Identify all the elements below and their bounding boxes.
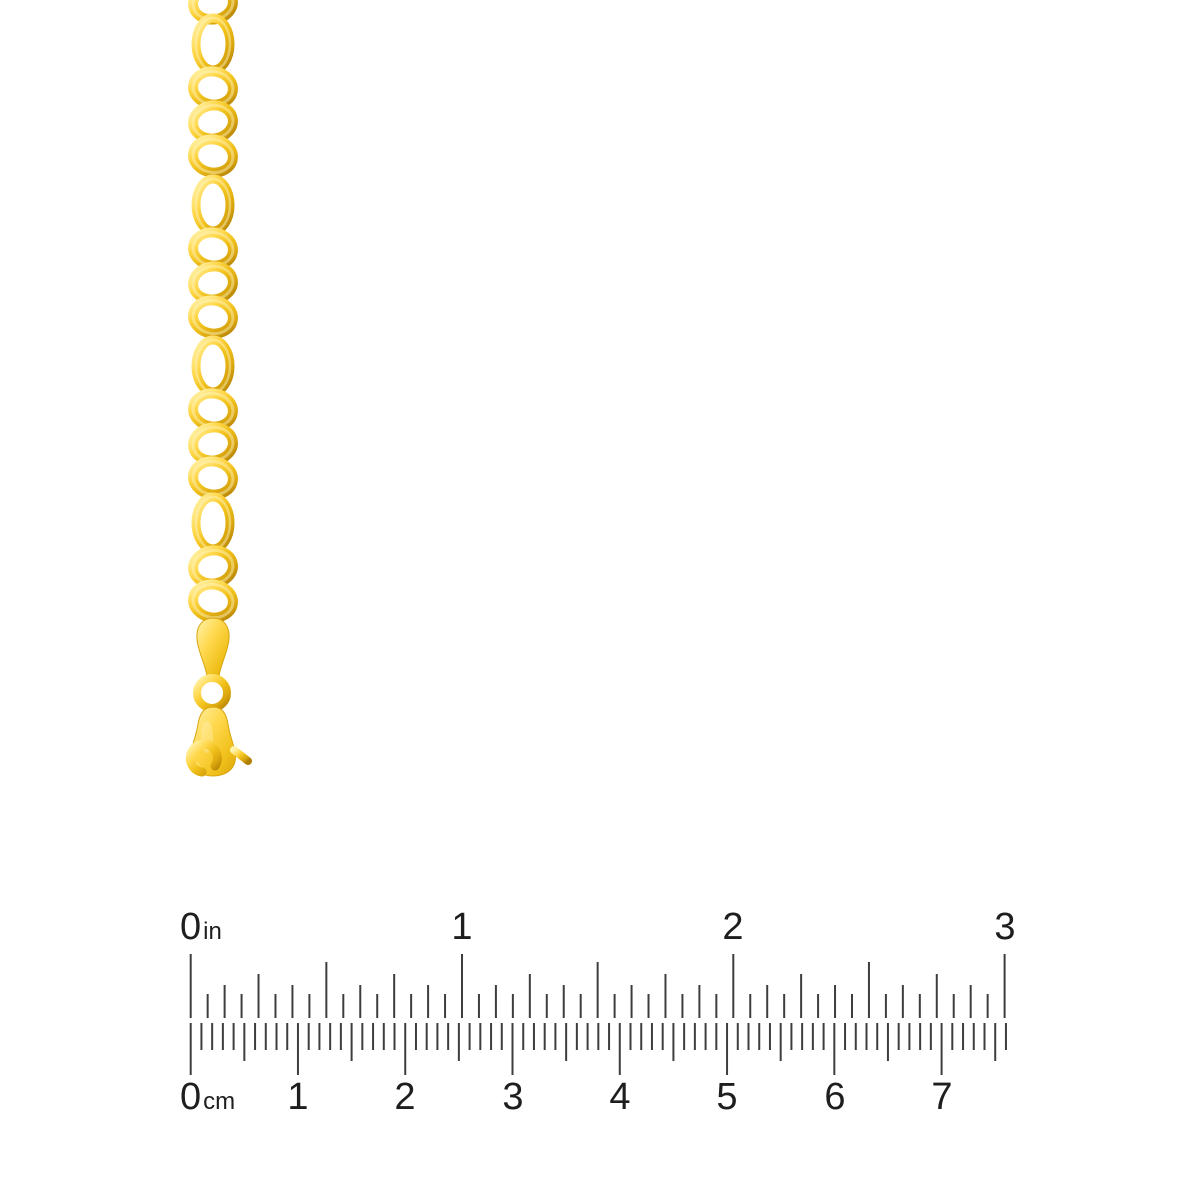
- clasp-trigger: [230, 746, 252, 765]
- inch-label-0: 0in: [180, 908, 222, 951]
- gold-chain-image: [0, 0, 252, 777]
- chain-links: [191, 0, 236, 620]
- inch-ticks: [189, 954, 1006, 1018]
- inch-unit-label: in: [203, 918, 222, 945]
- ruler-ticks: [189, 954, 1007, 1075]
- cm-label-3: 3: [502, 1076, 524, 1118]
- clasp-hook: [185, 739, 222, 777]
- cm-label-1: 1: [287, 1076, 309, 1118]
- inch-label-1: 1: [451, 906, 473, 948]
- cm-unit-label: cm: [203, 1088, 236, 1115]
- inch-zero-number: 0: [180, 906, 202, 948]
- cm-label-2: 2: [394, 1076, 416, 1118]
- clasp-tag: [196, 617, 230, 677]
- jump-ring: [193, 674, 231, 712]
- cm-label-7: 7: [931, 1076, 953, 1118]
- lobster-clasp-body: [189, 706, 237, 777]
- inch-label-3: 3: [994, 906, 1016, 948]
- cm-ticks: [189, 1023, 1007, 1075]
- cm-label-4: 4: [609, 1076, 631, 1118]
- cm-label-0: 0cm: [180, 1078, 235, 1121]
- cm-zero-number: 0: [180, 1076, 202, 1118]
- inch-label-2: 2: [722, 906, 744, 948]
- cm-label-5: 5: [716, 1076, 738, 1118]
- cm-label-6: 6: [824, 1076, 846, 1118]
